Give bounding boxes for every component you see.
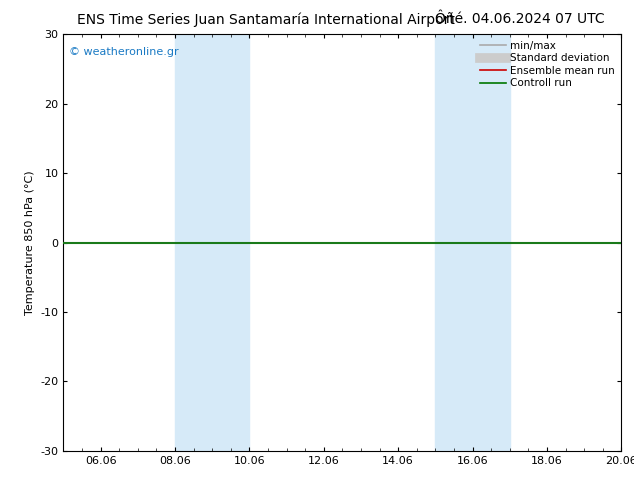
Text: ENS Time Series Juan Santamaría International Airport: ENS Time Series Juan Santamaría Internat… (77, 12, 455, 27)
Bar (436, 34, 510, 451)
Text: © weatheronline.gr: © weatheronline.gr (69, 47, 179, 57)
Legend: min/max, Standard deviation, Ensemble mean run, Controll run: min/max, Standard deviation, Ensemble me… (476, 36, 619, 93)
Bar (175, 34, 249, 451)
Y-axis label: Temperature 850 hPa (°C): Temperature 850 hPa (°C) (25, 170, 35, 315)
Text: Ôñé. 04.06.2024 07 UTC: Ôñé. 04.06.2024 07 UTC (435, 12, 605, 26)
